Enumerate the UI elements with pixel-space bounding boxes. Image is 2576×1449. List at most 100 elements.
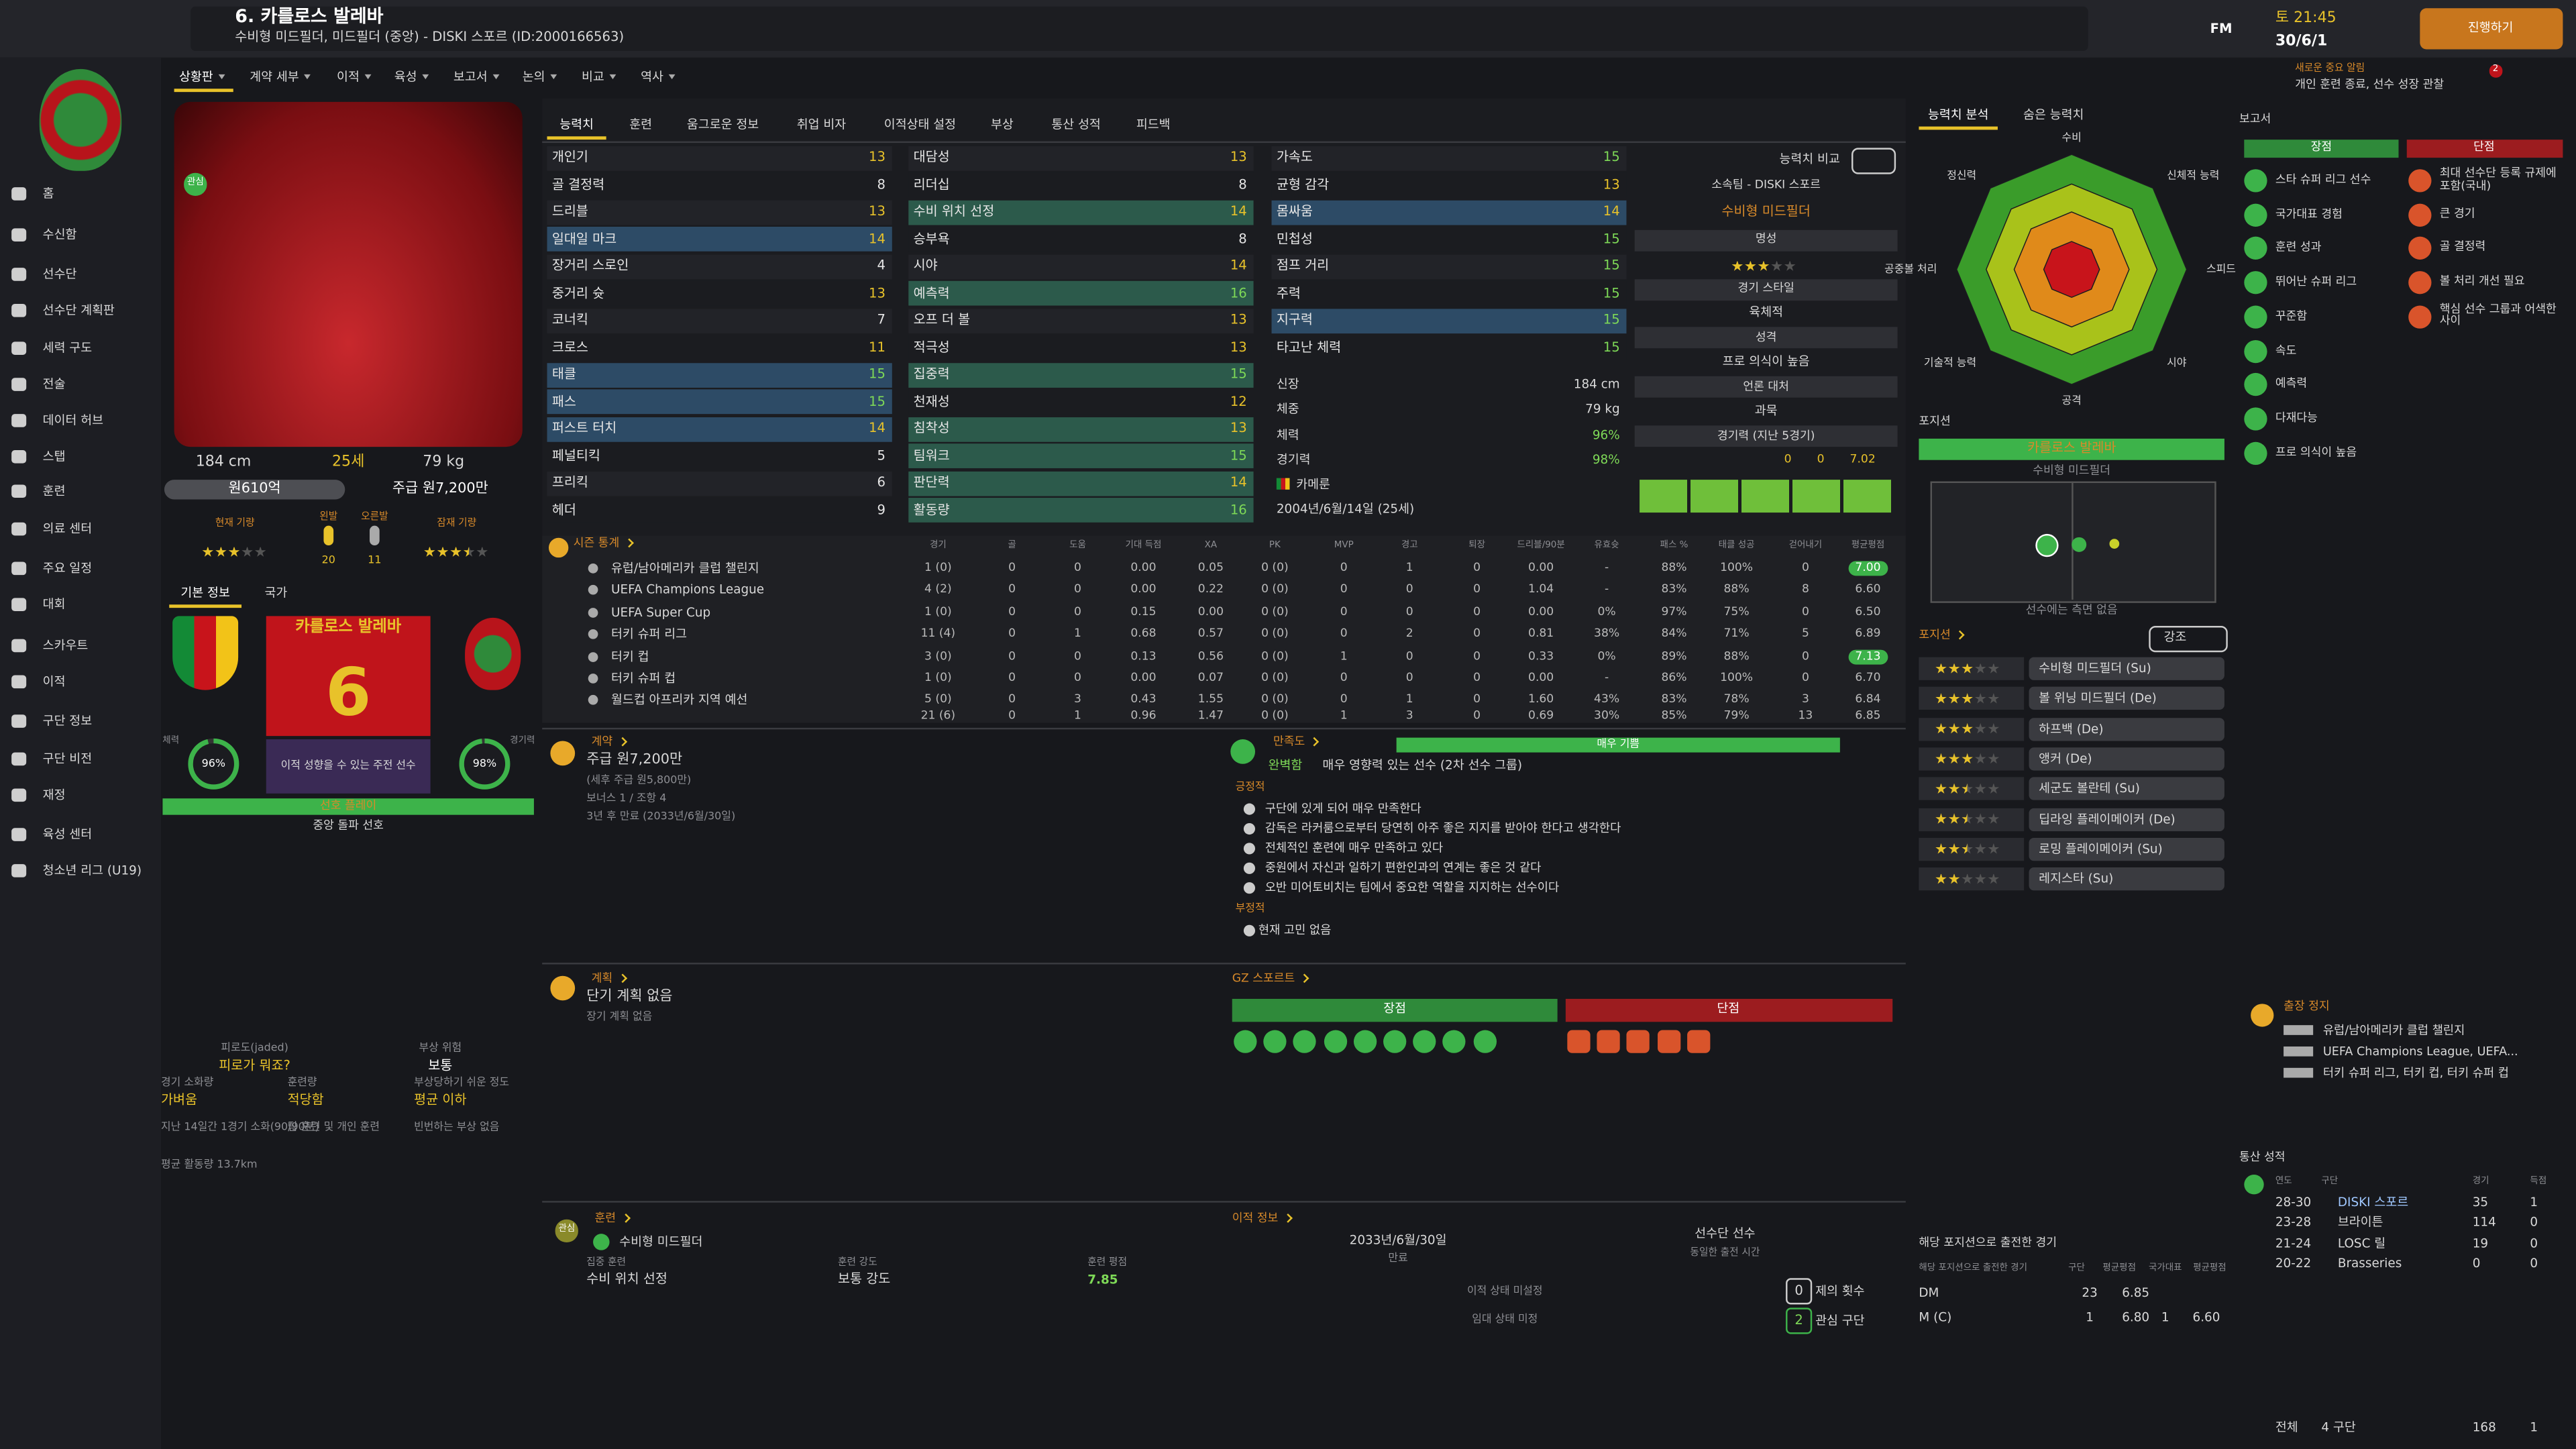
nav-item[interactable]: 스탭 [42,449,66,464]
analysis-tab[interactable]: 숨은 능력치 [2023,107,2084,122]
stat-header: 유효슛 [1594,541,1619,551]
profile-tab[interactable]: 이적 [337,71,371,83]
continue-label[interactable]: 진행하기 [2467,20,2514,36]
section-icon [1230,739,1256,764]
role-name[interactable]: 로밍 플레이메이커 (Su) [2039,841,2163,857]
role-name[interactable]: 볼 위닝 미드필더 (De) [2039,690,2157,706]
stat-cell: 7.00 [1848,561,1888,576]
role-name[interactable]: 앵커 (De) [2039,751,2092,766]
role-name[interactable]: 세군도 볼란테 (Su) [2039,781,2140,796]
stat-cell: 0 [1473,627,1481,641]
nav-item[interactable]: 데이터 허브 [42,413,104,428]
nav-item[interactable]: 구단 정보 [42,713,93,729]
stat-cell: 86% [1661,671,1687,684]
stat-total: 0 [1473,708,1481,722]
fitness-label: 부상당하기 쉬운 정도 [414,1075,510,1089]
attribute-value: 15 [1230,447,1247,463]
nav-icon [11,522,27,536]
nav-item[interactable]: 구단 비전 [42,751,93,766]
weight: 79 kg [423,454,465,471]
stat-cell: 0 (0) [1261,671,1289,684]
analysis-tab[interactable]: 능력치 분석 [1928,107,1989,122]
stat-header: 평균평점 [1851,541,1885,551]
nav-icon [11,304,27,317]
nav-icon [11,341,27,355]
strength-icon [1234,1030,1257,1053]
section-title: 계약 [592,736,626,748]
attribute-name: 점프 거리 [1276,258,1330,273]
attribute-tab[interactable]: 이적상태 설정 [883,117,957,132]
position: 수비형 미드필더 [1721,203,1811,219]
attribute-value: 13 [1603,176,1620,192]
role-name[interactable]: 하프백 (De) [2039,720,2104,736]
attribute-tab[interactable]: 부상 [990,117,1014,132]
attribute-tab[interactable]: 취업 비자 [796,117,847,132]
profile-tab[interactable]: 육성 [394,71,429,83]
profile-tab[interactable]: 역사 [641,71,675,83]
profile-tab[interactable]: 보고서 [453,71,499,83]
competition: UEFA Super Cup [611,604,711,620]
comp-icon [588,585,598,596]
nav-item[interactable]: 재정 [42,787,66,802]
attribute-value: 15 [1230,366,1247,382]
stat-cell: 1 (0) [924,561,952,574]
attribute-tab[interactable]: 움그로운 정보 [686,117,759,132]
nav-item[interactable]: 수신함 [42,227,77,242]
roles-dropdown[interactable] [2149,626,2228,653]
stat-cell: - [1605,583,1609,596]
nav-item[interactable]: 의료 센터 [42,521,93,536]
training-label: 훈련 강도 [837,1256,877,1269]
info-value: 98% [1592,451,1620,467]
nav-item[interactable]: 훈련 [42,483,66,498]
attribute-value: 13 [1230,149,1247,164]
nav-item[interactable]: 세력 구도 [42,340,93,356]
nav-item[interactable]: 이적 [42,674,66,689]
suspension-item: UEFA Champions League, UEFA... [2322,1044,2518,1059]
nav-item[interactable]: 홈 [42,186,54,201]
info-tab[interactable]: 국가 [264,585,288,600]
attribute-tab[interactable]: 피드백 [1136,117,1171,132]
profile-tab[interactable]: 상황판 [179,71,225,83]
attribute-name: 민첩성 [1276,231,1313,246]
attribute-tab[interactable]: 훈련 [629,117,653,132]
profile-tab[interactable]: 계약 세부 [250,71,311,83]
roles-filter[interactable]: 강조 [2163,629,2187,645]
nav-item[interactable]: 청소년 리그 (U19) [42,863,142,878]
attribute-row [547,416,892,441]
report-strength: 다재다능 [2275,411,2318,425]
profile-tab[interactable]: 논의 [523,71,557,83]
nav-item[interactable]: 선수단 [42,266,77,282]
nav-icon [11,788,27,802]
nav-item[interactable]: 대회 [42,596,66,612]
attribute-row [908,362,1254,387]
stat-cell: 0% [1597,649,1616,663]
attribute-row [908,416,1254,441]
stat-cell: 6.50 [1855,604,1881,619]
card-number: 6 [325,655,372,731]
attribute-value: 15 [869,366,885,382]
continue-button[interactable] [2420,8,2563,50]
attribute-tab[interactable]: 능력치 [559,117,594,132]
nav-item[interactable]: 스카우트 [42,637,89,653]
suspension-icon [2284,1046,2314,1057]
stat-header: 경기 [929,541,947,551]
attribute-row [908,172,1254,197]
role-name[interactable]: 수비형 미드필더 (Su) [2039,661,2151,676]
attribute-value: 15 [1603,149,1620,164]
role-name[interactable]: 레지스타 (Su) [2039,871,2114,886]
position-pos: 수비형 미드필더 [2033,464,2111,478]
attribute-value: 11 [869,339,885,354]
role-name[interactable]: 딥라잉 플레이메이커 (De) [2039,811,2176,826]
compare-dropdown[interactable] [1851,148,1896,174]
strength-bar [1232,998,1558,1022]
nav-item[interactable]: 육성 센터 [42,826,93,842]
search-bar[interactable] [191,6,2088,51]
profile-tab[interactable]: 비교 [582,71,616,83]
attribute-value: 14 [1603,203,1620,219]
info-value: 184 cm [1573,376,1620,392]
nav-item[interactable]: 전술 [42,376,66,392]
info-tab[interactable]: 기본 정보 [180,585,230,600]
attribute-tab[interactable]: 통산 성적 [1051,117,1101,132]
nav-item[interactable]: 선수단 계획판 [42,303,115,318]
nav-item[interactable]: 주요 일정 [42,560,93,576]
